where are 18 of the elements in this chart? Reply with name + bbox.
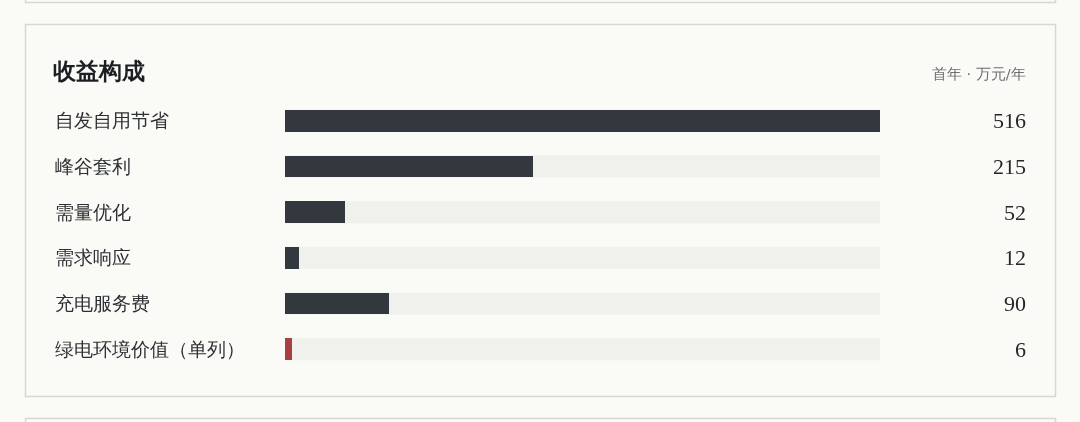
data-label: 215 [993,154,1026,179]
y-tick-label: 峰谷套利 [55,156,131,177]
data-label: 6 [1015,337,1026,362]
y-tick-label: 绿电环境价值（单列） [55,339,245,360]
data-label: 90 [1004,291,1026,316]
y-tick-label: 需量优化 [55,202,131,223]
y-tick-label: 充电服务费 [55,293,150,314]
data-label: 12 [1004,245,1026,270]
bar [285,293,389,314]
data-label: 516 [993,108,1026,133]
text: 收益构成 [53,59,145,85]
data-label: 52 [1004,200,1026,225]
bar [285,247,299,269]
y-tick-label: 自发自用节省 [55,110,169,131]
y-tick-label: 需求响应 [55,247,131,268]
text: 首年 · 万元/年 [932,66,1026,82]
bar [285,201,345,223]
bar [285,338,292,360]
